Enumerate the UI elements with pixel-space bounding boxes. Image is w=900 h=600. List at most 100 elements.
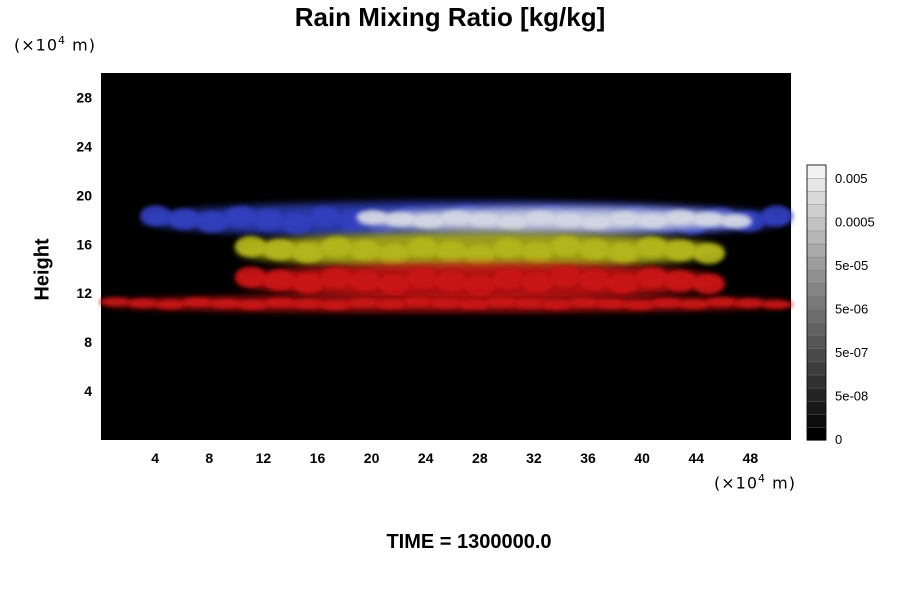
field-band-4-detail bbox=[348, 298, 379, 308]
colorbar: 0.005 0.0005 5e-05 5e-06 5e-07 5e-08 0 bbox=[806, 164, 875, 447]
field-band-1-detail bbox=[412, 214, 444, 229]
x-tick-label: 20 bbox=[364, 450, 380, 466]
x-tick-label: 36 bbox=[580, 450, 596, 466]
field-band-4-detail bbox=[762, 300, 793, 310]
field-band-3-detail bbox=[664, 270, 697, 292]
colorbar-segment bbox=[806, 269, 827, 284]
field-band-4-detail bbox=[486, 297, 517, 307]
field-band-2-detail bbox=[263, 239, 296, 260]
field-band-2-detail bbox=[406, 237, 439, 259]
y-tick-label: 24 bbox=[76, 138, 92, 154]
field-band-3-detail bbox=[492, 269, 525, 290]
field-band-1-detail bbox=[720, 214, 752, 229]
x-tick-label: 32 bbox=[526, 450, 542, 466]
colorbar-label: 0.0005 bbox=[835, 215, 875, 230]
field-band-2-detail bbox=[464, 244, 496, 265]
y-axis-unit: (×104 m) bbox=[14, 34, 96, 55]
field-band-4-detail bbox=[568, 298, 600, 307]
field-band-2-detail bbox=[378, 243, 410, 264]
field-band-4-detail bbox=[154, 300, 186, 310]
colorbar-segment bbox=[806, 335, 827, 350]
x-tick-label: 12 bbox=[256, 450, 272, 466]
field-band-4-detail bbox=[292, 299, 324, 309]
field-band-3-detail bbox=[320, 267, 353, 288]
x-tick-label: 28 bbox=[472, 450, 488, 466]
field-band-2-detail bbox=[635, 236, 668, 258]
field-band-1-detail bbox=[580, 215, 612, 230]
field-band-3-detail bbox=[234, 266, 267, 288]
field-band-3-detail bbox=[464, 274, 496, 296]
field-band-2-detail bbox=[550, 235, 582, 257]
field-band-0-detail bbox=[253, 209, 285, 231]
field-band-2-detail bbox=[492, 238, 525, 259]
field-layer bbox=[99, 201, 793, 312]
field-band-1-detail bbox=[384, 212, 416, 227]
field-band-1-detail bbox=[524, 211, 556, 225]
colorbar-segment bbox=[806, 282, 827, 297]
field-band-2-detail bbox=[693, 243, 725, 264]
colorbar-segment bbox=[806, 321, 827, 336]
field-band-4-detail bbox=[430, 298, 462, 308]
field-band-2-detail bbox=[578, 239, 611, 260]
field-band-1-detail bbox=[636, 214, 668, 228]
colorbar-label: 5e-06 bbox=[835, 302, 868, 317]
field-band-4-detail bbox=[182, 297, 213, 307]
field-band-0-detail bbox=[309, 207, 341, 228]
colorbar-segment bbox=[806, 426, 827, 441]
field-band-2-detail bbox=[292, 242, 324, 264]
colorbar-segment bbox=[806, 361, 827, 376]
colorbar-segment bbox=[806, 348, 827, 363]
field-band-4-detail bbox=[541, 300, 572, 310]
field-band-0-detail bbox=[168, 208, 200, 230]
field-band-3-detail bbox=[550, 266, 582, 288]
field-band-4-detail bbox=[265, 298, 296, 307]
colorbar-segment bbox=[806, 295, 827, 310]
y-tick-label: 4 bbox=[84, 383, 92, 399]
field-band-2-detail bbox=[349, 240, 381, 261]
colorbar-segment bbox=[806, 164, 827, 179]
field-band-3-detail bbox=[263, 269, 296, 291]
field-band-2-detail bbox=[607, 242, 639, 264]
field-band-0-detail bbox=[761, 205, 793, 226]
colorbar-segment bbox=[806, 230, 827, 245]
colorbar-segment bbox=[806, 308, 827, 323]
field-band-3-detail bbox=[521, 272, 553, 293]
field-band-3-detail bbox=[635, 267, 668, 288]
colorbar-segment bbox=[806, 256, 827, 271]
field-band-0-detail bbox=[196, 212, 228, 233]
colorbar-label: 5e-08 bbox=[835, 389, 868, 404]
field-band-4-detail bbox=[596, 299, 627, 309]
field-band-4-detail bbox=[403, 297, 434, 307]
field-band-0-detail bbox=[224, 206, 256, 227]
field-band-1-detail bbox=[552, 213, 584, 228]
y-tick-label: 28 bbox=[76, 89, 92, 105]
field-band-2-detail bbox=[234, 235, 267, 257]
x-tick-label: 40 bbox=[634, 450, 650, 466]
field-band-3-detail bbox=[693, 274, 725, 295]
time-readout: TIME = 1300000.0 bbox=[386, 531, 552, 553]
colorbar-segment bbox=[806, 190, 827, 205]
field-band-0-detail bbox=[140, 205, 172, 226]
colorbar-segment bbox=[806, 374, 827, 389]
colorbar-segment bbox=[806, 243, 827, 258]
x-tick-label: 16 bbox=[310, 450, 326, 466]
field-band-1-detail bbox=[440, 210, 472, 225]
field-band-4-detail bbox=[237, 300, 268, 310]
colorbar-frame bbox=[806, 164, 827, 441]
field-band-3-detail bbox=[578, 269, 611, 291]
x-tick-label: 4 bbox=[151, 450, 159, 466]
field-band-3-detail bbox=[378, 274, 410, 295]
colorbar-segment bbox=[806, 177, 827, 192]
field-band-4-detail bbox=[624, 300, 655, 310]
field-band-2-detail bbox=[664, 240, 697, 261]
x-axis-ticks: 4 8 12 16 20 24 28 32 36 40 44 48 bbox=[151, 450, 758, 466]
y-axis-ticks: 4 8 12 16 20 24 28 bbox=[76, 89, 92, 399]
field-band-2-detail bbox=[521, 241, 553, 263]
field-band-3-detail bbox=[607, 273, 639, 294]
field-band-3-detail bbox=[349, 270, 381, 292]
field-band-4-detail bbox=[513, 299, 544, 309]
field-band-4-detail bbox=[706, 297, 738, 307]
x-tick-label: 48 bbox=[743, 450, 759, 466]
field-band-4-detail bbox=[99, 297, 130, 307]
